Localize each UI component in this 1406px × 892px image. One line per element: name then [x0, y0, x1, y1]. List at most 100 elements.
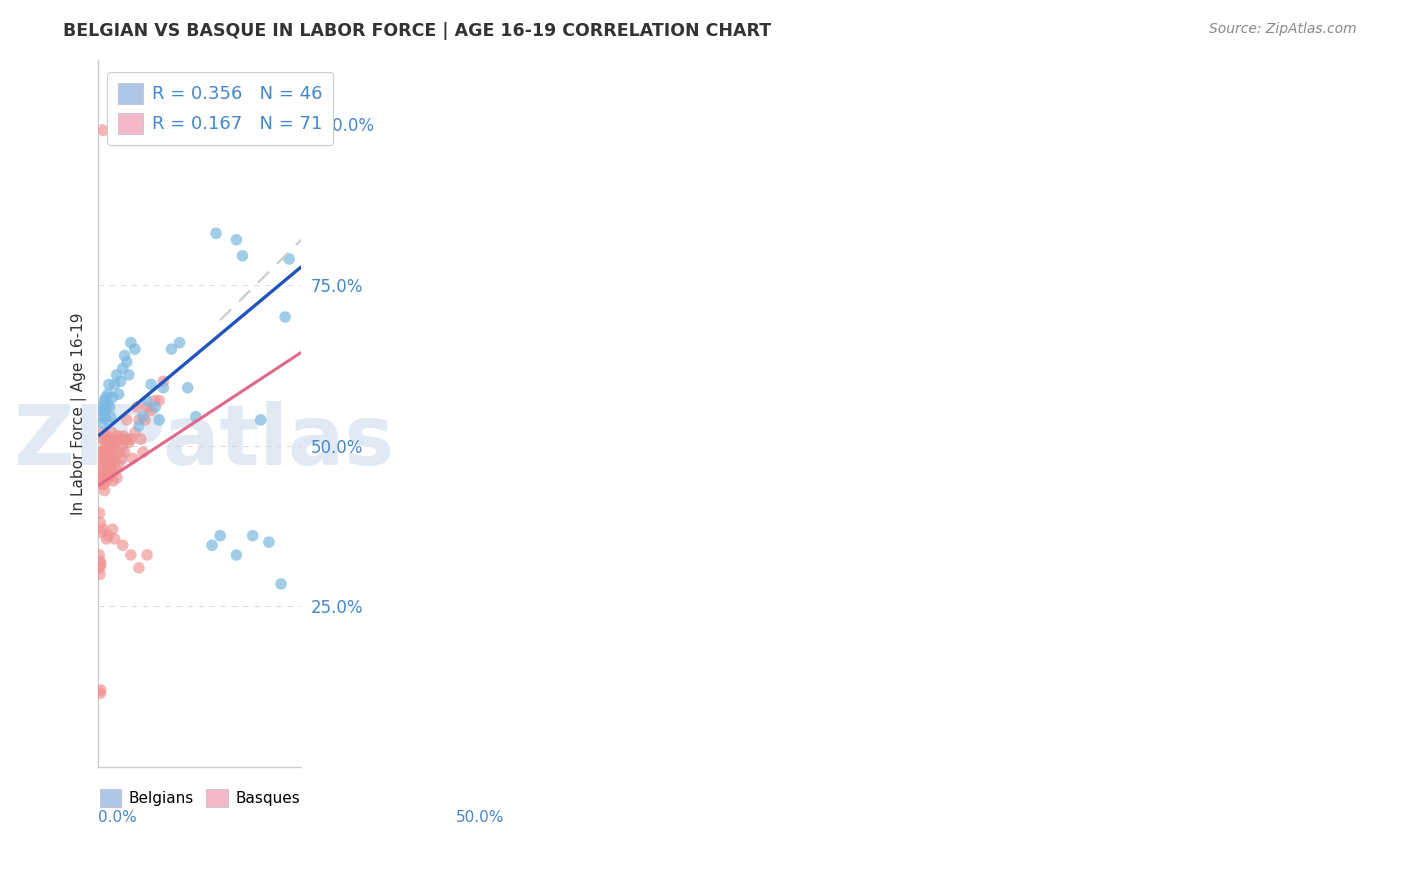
- Point: [91, 416, 114, 430]
- Point: [128, 561, 150, 575]
- Point: [134, 413, 156, 427]
- Point: [105, 435, 128, 450]
- Point: [91, 522, 114, 536]
- Point: [118, 435, 141, 450]
- Point: [105, 368, 128, 382]
- Point: [97, 529, 120, 543]
- Point: [110, 432, 132, 446]
- Point: [125, 400, 148, 414]
- Point: [201, 538, 224, 552]
- Point: [111, 538, 134, 552]
- Point: [270, 577, 292, 591]
- Point: [97, 377, 120, 392]
- Point: [115, 355, 138, 369]
- Point: [128, 413, 150, 427]
- Point: [97, 442, 120, 456]
- Point: [90, 464, 112, 478]
- Point: [105, 471, 128, 485]
- Point: [97, 451, 120, 466]
- Point: [94, 390, 117, 404]
- Point: [100, 461, 122, 475]
- Point: [96, 474, 118, 488]
- Point: [98, 451, 121, 466]
- Point: [111, 451, 134, 466]
- Point: [90, 451, 112, 466]
- Point: [143, 400, 166, 414]
- Point: [94, 435, 117, 450]
- Point: [96, 397, 118, 411]
- Point: [104, 451, 127, 466]
- Point: [100, 455, 122, 469]
- Legend: Belgians, Basques: Belgians, Basques: [94, 783, 307, 813]
- Point: [94, 403, 117, 417]
- Point: [89, 554, 111, 568]
- Point: [139, 377, 162, 392]
- Text: 0.0%: 0.0%: [98, 810, 138, 825]
- Point: [89, 548, 111, 562]
- Point: [114, 349, 136, 363]
- Point: [124, 425, 146, 440]
- Point: [101, 439, 124, 453]
- Point: [107, 458, 129, 472]
- Point: [90, 558, 112, 572]
- Point: [91, 123, 114, 137]
- Point: [94, 464, 117, 478]
- Point: [274, 310, 297, 324]
- Point: [97, 461, 120, 475]
- Point: [104, 461, 127, 475]
- Point: [148, 393, 170, 408]
- Point: [89, 467, 111, 482]
- Point: [283, 113, 305, 128]
- Y-axis label: In Labor Force | Age 16-19: In Labor Force | Age 16-19: [72, 312, 87, 515]
- Point: [128, 419, 150, 434]
- Point: [89, 445, 111, 459]
- Text: Source: ZipAtlas.com: Source: ZipAtlas.com: [1209, 22, 1357, 37]
- Point: [96, 445, 118, 459]
- Point: [100, 442, 122, 456]
- Point: [100, 464, 122, 478]
- Point: [90, 400, 112, 414]
- Point: [225, 233, 247, 247]
- Point: [148, 413, 170, 427]
- Point: [98, 432, 121, 446]
- Point: [104, 532, 127, 546]
- Point: [89, 506, 111, 520]
- Point: [132, 409, 155, 424]
- Point: [139, 403, 162, 417]
- Point: [91, 432, 114, 446]
- Point: [89, 686, 111, 700]
- Point: [90, 683, 112, 698]
- Point: [160, 342, 183, 356]
- Point: [209, 529, 232, 543]
- Point: [242, 529, 264, 543]
- Point: [257, 535, 280, 549]
- Point: [111, 439, 134, 453]
- Point: [184, 409, 207, 424]
- Point: [100, 409, 122, 424]
- Point: [132, 445, 155, 459]
- Point: [143, 393, 166, 408]
- Point: [205, 227, 228, 241]
- Point: [96, 413, 118, 427]
- Point: [93, 393, 115, 408]
- Point: [231, 249, 253, 263]
- Point: [120, 432, 142, 446]
- Point: [103, 445, 125, 459]
- Point: [91, 467, 114, 482]
- Point: [136, 393, 159, 408]
- Point: [94, 400, 117, 414]
- Point: [120, 548, 142, 562]
- Point: [93, 432, 115, 446]
- Point: [107, 387, 129, 401]
- Point: [93, 483, 115, 498]
- Point: [107, 429, 129, 443]
- Point: [169, 335, 191, 350]
- Point: [143, 123, 166, 137]
- Point: [101, 390, 124, 404]
- Point: [121, 451, 143, 466]
- Point: [225, 548, 247, 562]
- Point: [91, 461, 114, 475]
- Point: [89, 561, 111, 575]
- Point: [278, 252, 301, 266]
- Point: [94, 455, 117, 469]
